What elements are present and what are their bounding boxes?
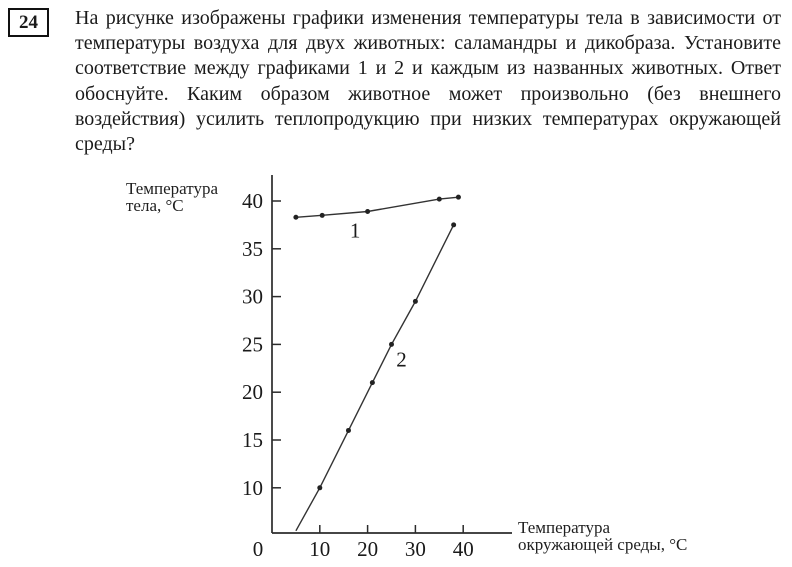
series-2-point xyxy=(369,380,375,386)
x-tick-label: 30 xyxy=(405,537,426,561)
y-tick-label: 40 xyxy=(242,189,263,213)
series-1-point xyxy=(365,209,371,215)
x-tick-label: 0 xyxy=(253,537,264,561)
question-number-box: 24 xyxy=(8,8,49,37)
series-2-line xyxy=(295,224,455,532)
series-2-point xyxy=(412,298,418,304)
series-2-point xyxy=(345,427,351,433)
temperature-chart-figure: 10 15 20 25 30 35 40 0 10 20 30 40 1 2 Температура те… xyxy=(0,167,792,567)
series-1-point xyxy=(293,214,299,220)
x-axis-title-line-2: окружающей среды, °C xyxy=(518,535,688,554)
y-axis-title-line-2: тела, °C xyxy=(126,196,184,215)
series-2-label: 2 xyxy=(396,347,407,371)
y-axis-title-line-1: Температура xyxy=(126,179,219,198)
x-tick-label: 20 xyxy=(357,537,378,561)
series-2-point xyxy=(317,485,323,491)
x-axis-title-line-1: Температура xyxy=(518,518,611,537)
series-1-point xyxy=(319,212,325,218)
series-1-label: 1 xyxy=(350,218,361,242)
y-tick-label: 25 xyxy=(242,332,263,356)
series-2-point xyxy=(451,222,457,228)
question-text: На рисунке изображены графики изменения … xyxy=(75,7,781,156)
series-1-point xyxy=(436,196,442,202)
x-tick-label: 10 xyxy=(309,537,330,561)
y-tick-label: 35 xyxy=(242,237,263,261)
question-number: 24 xyxy=(19,11,38,33)
y-tick-label: 15 xyxy=(242,428,263,452)
y-axis-title: Температура тела, °C xyxy=(126,180,218,214)
series-1-point xyxy=(455,194,461,200)
series-2-point xyxy=(389,341,394,347)
chart-canvas: 10 15 20 25 30 35 40 0 10 20 30 40 1 2 xyxy=(242,175,512,561)
y-tick-label: 10 xyxy=(242,476,263,500)
y-tick-label: 30 xyxy=(242,285,263,309)
x-tick-label: 40 xyxy=(453,537,474,561)
x-axis-title: Температура окружающей среды, °C xyxy=(518,519,687,553)
y-tick-label: 20 xyxy=(242,380,263,404)
